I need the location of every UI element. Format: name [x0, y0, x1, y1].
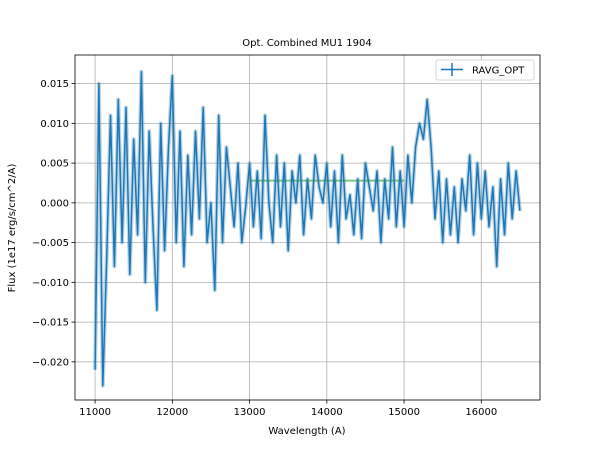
grid: [75, 55, 540, 400]
y-tick-label: −0.020: [32, 357, 69, 368]
y-tick-label: −0.015: [32, 318, 69, 329]
plot-frame: [74, 54, 541, 401]
x-tick-label: 13000: [234, 407, 266, 418]
series-line-ravg-opt: [94, 70, 521, 387]
x-tick-label: 11000: [79, 407, 111, 418]
x-tick-label: 12000: [156, 407, 188, 418]
x-axis-label: Wavelength (A): [268, 426, 345, 437]
legend-box: [435, 59, 535, 81]
y-tick-label: 0.010: [40, 119, 69, 130]
x-tick-label: 16000: [465, 407, 497, 418]
series: [93, 69, 522, 388]
y-axis-label: Flux (1e17 erg/s/cm^2/A): [7, 164, 18, 293]
ticks: 11000 12000 13000 14000 15000 16000 0.015 0.010…: [32, 79, 497, 418]
y-tick-label: 0.015: [40, 79, 69, 90]
x-tick-label: 15000: [388, 407, 420, 418]
y-tick-label: −0.005: [32, 238, 69, 249]
legend: RAVG_OPT: [435, 59, 535, 81]
legend-label: RAVG_OPT: [472, 66, 525, 77]
x-tick-label: 14000: [311, 407, 343, 418]
y-tick-label: 0.005: [40, 159, 69, 170]
y-tick-label: 0.000: [40, 198, 69, 209]
y-tick-label: −0.010: [32, 278, 69, 289]
chart-title: Opt. Combined MU1 1904: [242, 38, 371, 49]
